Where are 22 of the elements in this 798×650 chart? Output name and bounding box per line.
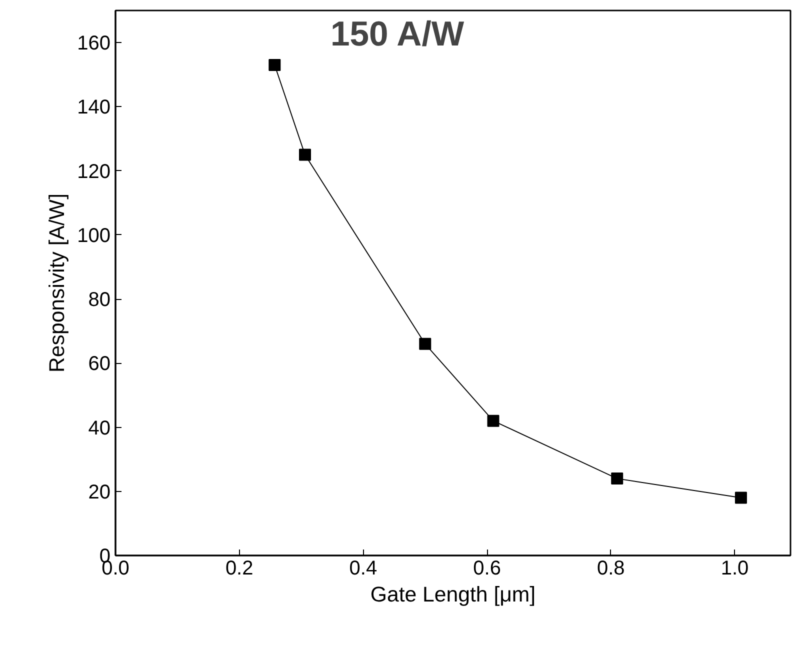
x-tick-label: 0.4 [349, 558, 378, 580]
y-tick-label: 20 [88, 481, 111, 504]
point [298, 148, 311, 161]
y-tick-label: 100 [77, 224, 111, 247]
x-tick-label: 0.6 [473, 558, 501, 580]
annotation: 150 A/W [330, 16, 464, 54]
y-axis-title: Responsivity [A/W] [45, 194, 70, 372]
y-tick-label: 120 [77, 160, 111, 183]
point [268, 59, 281, 71]
x-tick-label: 0.2 [225, 558, 254, 580]
x-axis-title: Gate Length [μm] [370, 582, 536, 606]
y-tick-label: 160 [77, 32, 111, 55]
point [487, 414, 500, 427]
x-tick-label: 0.8 [597, 558, 625, 580]
y-tick-label: 60 [88, 353, 111, 376]
point [419, 338, 432, 350]
y-tick-label: 40 [88, 417, 111, 440]
y-tick-label: 80 [88, 289, 111, 312]
point [611, 472, 624, 485]
x-tick-label: 1.0 [720, 558, 749, 580]
y-tick-label: 140 [77, 96, 111, 119]
point [734, 492, 747, 504]
